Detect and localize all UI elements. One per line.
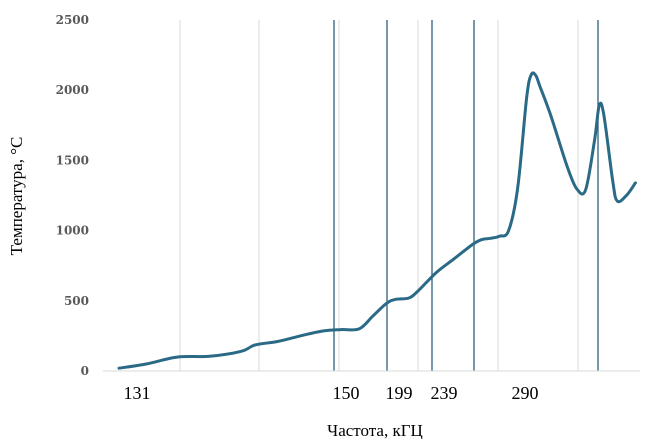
- x-axis-title: Частота, кГЦ: [327, 421, 423, 439]
- y-tick-label-1000: 1000: [56, 224, 89, 238]
- series-line-temperature: [117, 71, 637, 370]
- x-tick-label-131: 131: [124, 383, 151, 403]
- x-axis-tick-labels: 131 150 199 239 290: [124, 383, 539, 403]
- y-tick-label-2500: 2500: [56, 13, 89, 27]
- y-axis-tick-labels: 0 500 1000 1500 2000 2500: [56, 13, 89, 378]
- vertical-marker-lines: [333, 20, 599, 371]
- y-tick-label-2000: 2000: [56, 83, 89, 97]
- y-tick-label-500: 500: [64, 294, 89, 308]
- y-tick-label-1500: 1500: [56, 153, 89, 167]
- x-tick-label-150: 150: [333, 383, 360, 403]
- x-tick-label-199: 199: [386, 383, 413, 403]
- x-tick-label-290: 290: [512, 383, 539, 403]
- x-tick-label-239: 239: [431, 383, 458, 403]
- grid: [179, 20, 579, 371]
- y-tick-label-0: 0: [81, 364, 89, 378]
- y-axis-title: Температура, °C: [7, 137, 26, 256]
